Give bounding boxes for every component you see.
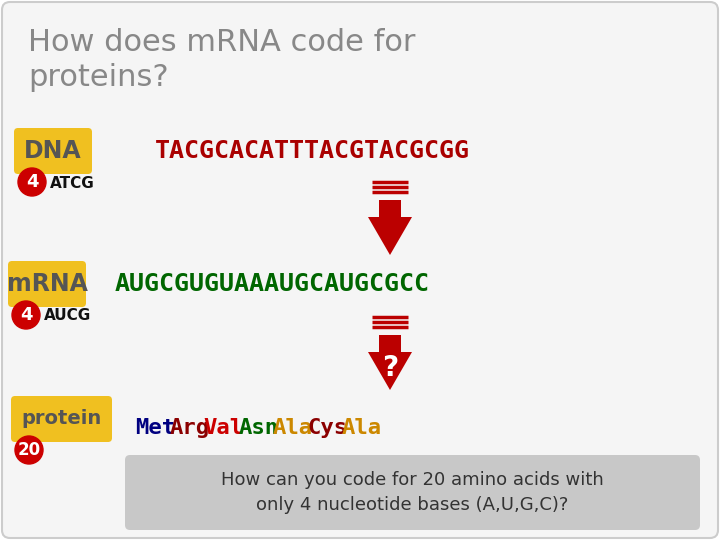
Text: Asn: Asn	[238, 418, 279, 438]
Text: Cys: Cys	[307, 418, 347, 438]
Text: 4: 4	[19, 306, 32, 324]
Text: AUCG: AUCG	[44, 308, 91, 323]
Text: TACGCACATTTACGTACGCGG: TACGCACATTTACGTACGCGG	[155, 139, 470, 163]
Text: Val: Val	[204, 418, 244, 438]
Polygon shape	[368, 217, 412, 255]
Text: How can you code for 20 amino acids with
only 4 nucleotide bases (A,U,G,C)?: How can you code for 20 amino acids with…	[221, 471, 604, 514]
Text: ?: ?	[382, 354, 398, 381]
Bar	[379, 335, 401, 352]
Text: 20: 20	[17, 441, 40, 459]
Text: How does mRNA code for
proteins?: How does mRNA code for proteins?	[28, 28, 415, 92]
Text: Arg: Arg	[169, 418, 210, 438]
Text: Met: Met	[135, 418, 175, 438]
Text: AUGCGUGUAAAUGCAUGCGCC: AUGCGUGUAAAUGCAUGCGCC	[115, 272, 430, 296]
FancyBboxPatch shape	[14, 128, 92, 174]
Text: Ala: Ala	[341, 418, 382, 438]
Text: mRNA: mRNA	[6, 272, 87, 296]
Circle shape	[18, 168, 46, 196]
Circle shape	[12, 301, 40, 329]
FancyBboxPatch shape	[125, 455, 700, 530]
Text: Ala: Ala	[273, 418, 312, 438]
Text: 4: 4	[26, 173, 38, 191]
Text: DNA: DNA	[24, 139, 82, 163]
FancyBboxPatch shape	[8, 261, 86, 307]
Polygon shape	[368, 352, 412, 390]
FancyBboxPatch shape	[11, 396, 112, 442]
Circle shape	[15, 436, 43, 464]
Text: protein: protein	[22, 409, 102, 429]
Bar	[379, 200, 401, 217]
Text: ATCG: ATCG	[50, 176, 95, 191]
